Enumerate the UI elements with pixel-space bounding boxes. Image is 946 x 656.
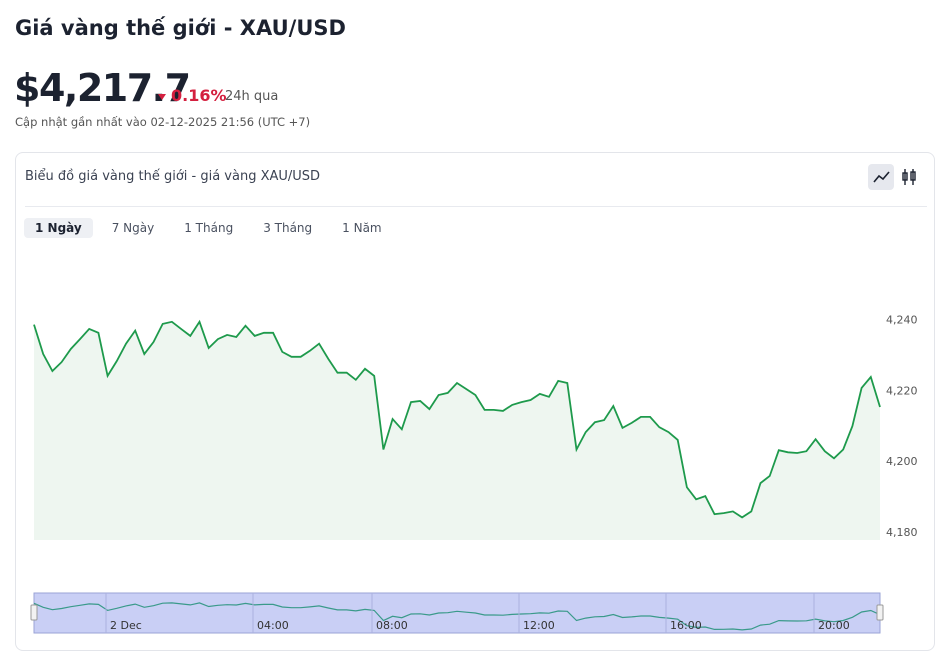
range-tab[interactable]: 3 Tháng: [263, 221, 313, 235]
navigator-label: 16:00: [670, 619, 702, 632]
navigator-handle: [876, 604, 884, 621]
chart-card: [15, 152, 935, 651]
range-tab[interactable]: 7 Ngày: [111, 221, 155, 235]
range-tab[interactable]: 1 Ngày: [24, 218, 93, 238]
navigator-label: 04:00: [257, 619, 289, 632]
y-tick-label: 4,220: [886, 384, 918, 397]
price-line: [33, 319, 881, 519]
navigator-line: [33, 602, 881, 631]
area: [34, 321, 880, 540]
updated-time: Cập nhật gần nhất vào 02-12-2025 21:56 (…: [15, 115, 311, 129]
range-tab[interactable]: 1 Năm: [342, 221, 382, 235]
tabs: 1 Ngày 7 Ngày 1 Tháng 3 Tháng 1 Năm: [24, 218, 393, 238]
line-chart-button[interactable]: [868, 164, 894, 190]
candle-chart-button[interactable]: [896, 164, 922, 190]
card-title: Biểu đồ giá vàng thế giới - giá vàng XAU…: [25, 169, 321, 184]
navigator: [33, 592, 881, 634]
divider: [25, 206, 927, 207]
navigator-label: 12:00: [523, 619, 555, 632]
navigator-label: 20:00: [818, 619, 850, 632]
y-tick-label: 4,240: [886, 314, 918, 327]
price: $4,217.7: [14, 66, 191, 110]
page-title: Giá vàng thế giới - XAU/USD: [15, 16, 346, 40]
navigator-label: 08:00: [376, 619, 408, 632]
navigator-handle: [30, 604, 38, 621]
period: 24h qua: [225, 89, 279, 104]
y-tick-label: 4,200: [886, 455, 918, 468]
navigator-label: 2 Dec: [110, 619, 142, 632]
price-change: 0.16%: [171, 86, 227, 105]
range-tab[interactable]: 1 Tháng: [184, 221, 234, 235]
down-arrow: [158, 94, 166, 100]
y-tick-label: 4,180: [886, 526, 918, 539]
